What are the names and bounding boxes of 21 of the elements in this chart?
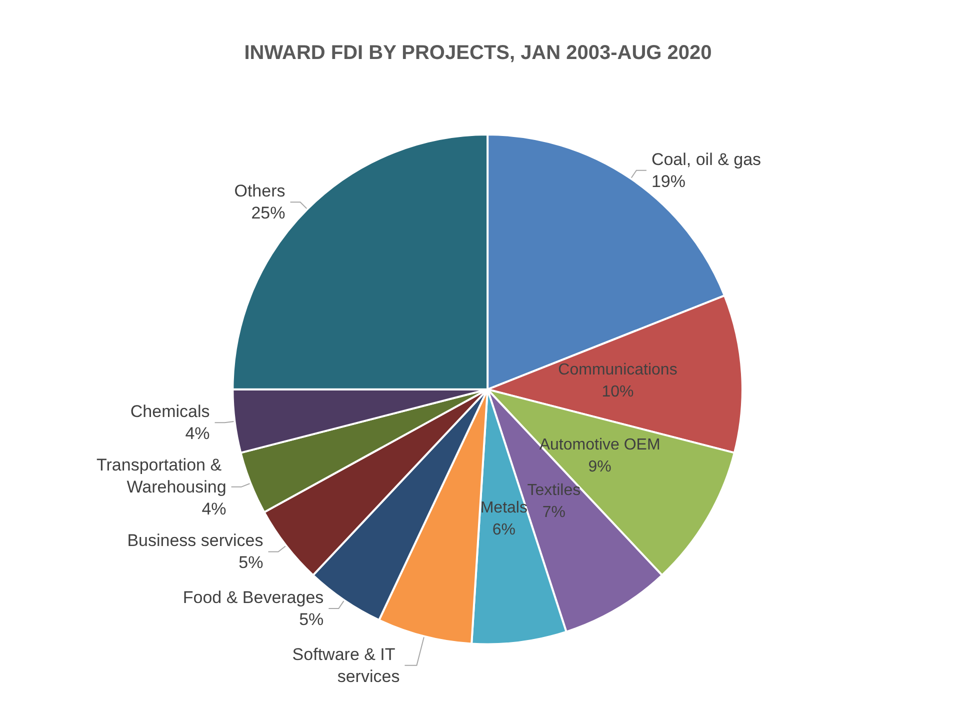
data-label: 10% (602, 384, 634, 401)
slice-label: Transportation & Warehousing (96, 455, 226, 496)
slice-label: Business services (127, 531, 264, 550)
chart-title: INWARD FDI BY PROJECTS, JAN 2003-AUG 2020 (244, 42, 712, 64)
data-label: 7% (542, 504, 566, 522)
slice-label: Textiles (527, 482, 581, 500)
slice-label: Chemicals (130, 402, 210, 422)
data-label: 5% (238, 553, 264, 572)
slice-label: Coal, oil & gas (651, 150, 762, 169)
data-label: 9% (588, 458, 612, 476)
slice-label: Automotive OEM (539, 436, 660, 454)
slice-label: Software & IT services (292, 644, 400, 686)
data-label: 25% (251, 204, 286, 223)
data-label: 5% (299, 610, 324, 629)
slice-label: Food & Beverages (182, 588, 324, 607)
slice-label: Communications (558, 362, 678, 379)
data-label: 4% (185, 424, 210, 444)
slice-label: Others (234, 182, 286, 201)
data-label: 4% (202, 499, 226, 518)
data-label: 6% (492, 521, 516, 538)
data-label: 19% (651, 172, 686, 191)
